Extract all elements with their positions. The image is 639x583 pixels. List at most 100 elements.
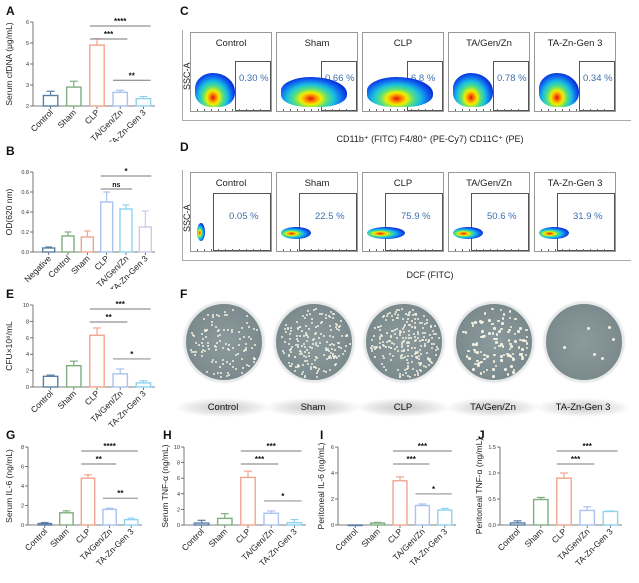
bar <box>347 524 363 527</box>
panel-letter-j: J <box>478 428 485 442</box>
panel-letter-i: I <box>320 428 324 442</box>
significance-label: ** <box>117 489 124 498</box>
bar <box>41 247 56 253</box>
colony <box>407 349 410 352</box>
colony <box>190 350 193 353</box>
axis-tick <box>311 109 312 111</box>
colony <box>418 362 421 365</box>
colony <box>395 309 398 312</box>
axis-tick <box>476 109 477 111</box>
colony <box>508 347 512 351</box>
colony <box>248 364 251 367</box>
bar <box>414 504 431 526</box>
axis-tick <box>604 249 605 251</box>
colony <box>402 349 405 352</box>
colony <box>509 355 513 358</box>
axis-tick <box>397 249 398 251</box>
colony <box>471 324 475 327</box>
colony <box>329 325 332 328</box>
axis-tick <box>511 249 512 251</box>
colony <box>287 326 290 329</box>
colony <box>493 337 496 341</box>
colony <box>384 368 387 371</box>
colony <box>521 348 524 351</box>
colony <box>296 343 299 346</box>
colony <box>372 334 375 337</box>
colony <box>387 346 390 349</box>
axis-tick <box>239 109 240 111</box>
density-cloud <box>281 227 311 239</box>
colony <box>307 354 310 357</box>
colony <box>231 330 234 333</box>
colony <box>464 331 468 334</box>
colony <box>314 308 317 311</box>
axis-tick <box>390 249 391 251</box>
colony <box>499 308 503 312</box>
colony <box>220 376 223 379</box>
colony <box>223 313 226 316</box>
axis-tick <box>490 249 491 251</box>
x-tick-label: Control <box>29 388 56 415</box>
colony <box>410 347 413 350</box>
y-axis-label: Serum IL-6 (ng/mL) <box>4 449 14 523</box>
colony <box>401 356 404 359</box>
axis-tick <box>504 109 505 111</box>
axis-tick <box>260 249 261 251</box>
colony <box>324 371 327 374</box>
colony <box>407 341 409 344</box>
colony <box>415 339 418 342</box>
colony <box>399 330 402 333</box>
y-tick-label: 0.5 <box>488 497 496 503</box>
colony <box>329 369 332 372</box>
colony <box>468 357 471 360</box>
gate-box <box>235 61 271 111</box>
axis-tick <box>225 109 226 111</box>
colony <box>206 370 209 373</box>
colony <box>408 333 411 336</box>
colony <box>467 349 470 353</box>
colony <box>593 352 597 356</box>
colony <box>212 373 215 376</box>
axis-tick <box>462 249 463 251</box>
colony <box>419 344 422 347</box>
colony <box>376 326 379 329</box>
colony <box>224 311 227 314</box>
colony <box>407 375 410 378</box>
density-cloud <box>539 73 579 107</box>
colony <box>299 350 302 353</box>
colony <box>223 329 226 332</box>
axis-tick <box>476 249 477 251</box>
colony <box>311 347 314 350</box>
bar <box>135 97 152 107</box>
y-tick-label: 8 <box>177 461 180 467</box>
colony <box>385 319 388 322</box>
colony <box>429 360 432 362</box>
colony <box>325 341 328 344</box>
axis-tick <box>569 109 570 111</box>
colony <box>410 320 413 323</box>
colony <box>211 320 214 323</box>
axis-tick <box>325 109 326 111</box>
colony <box>340 335 343 338</box>
colony <box>512 371 515 374</box>
flow-plot-title: TA-Zn-Gen 3 <box>547 38 603 49</box>
y-tick-label: 4 <box>331 471 334 477</box>
colony <box>300 353 303 356</box>
plate-label: Control <box>176 398 270 417</box>
colony <box>344 335 347 338</box>
bar <box>89 334 105 388</box>
y-tick-label: 0.6 <box>21 190 29 196</box>
colony <box>345 334 348 337</box>
colony <box>290 362 293 365</box>
y-axis-label: OD(620 nm) <box>4 188 14 235</box>
colony <box>403 324 406 327</box>
colony <box>314 366 317 369</box>
x-tick-label: CLP <box>83 388 102 407</box>
colony <box>414 347 417 350</box>
y-tick-label: 10 <box>23 303 29 309</box>
colony <box>520 353 523 356</box>
flow-plot-ta-zn-gen-3: TA-Zn-Gen 3 0.34 % <box>534 32 616 112</box>
axis-tick <box>455 109 456 111</box>
colony <box>391 354 394 357</box>
